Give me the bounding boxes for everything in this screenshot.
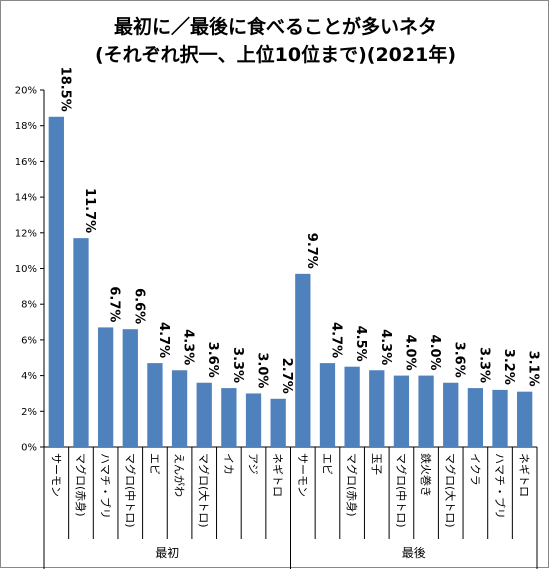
data-label: 2.7% — [279, 358, 294, 394]
category-label: イカ — [222, 453, 235, 475]
category-label: アジ — [247, 453, 260, 475]
bar — [171, 370, 188, 447]
y-tick-label: 2% — [21, 407, 37, 418]
data-label: 3.0% — [255, 352, 270, 388]
category-label: ハマチ・ブリ — [99, 453, 113, 519]
bar — [245, 393, 262, 447]
data-label: 4.3% — [378, 329, 393, 365]
bar — [295, 273, 311, 447]
group-label: 最後 — [402, 546, 426, 560]
bar — [369, 370, 385, 447]
category-label: えんがわ — [173, 453, 187, 497]
bar — [147, 363, 163, 447]
category-label: マグロ(大トロ) — [197, 453, 211, 528]
category-label: マグロ(赤身) — [345, 453, 359, 517]
y-tick-label: 18% — [15, 121, 37, 132]
data-label: 11.7% — [82, 188, 97, 233]
bar — [122, 329, 138, 447]
y-tick-label: 14% — [15, 193, 37, 204]
y-tick-label: 12% — [15, 228, 37, 239]
data-label: 9.7% — [304, 233, 319, 269]
bar — [467, 388, 484, 447]
category-label: マグロ(中トロ) — [123, 453, 137, 528]
category-label: サーモン — [49, 453, 62, 497]
bar — [48, 116, 64, 448]
y-tick-label: 8% — [21, 300, 37, 311]
category-label: マグロ(大トロ) — [444, 453, 458, 528]
data-label: 4.7% — [156, 322, 171, 358]
category-label: 玉子 — [370, 453, 383, 475]
bar — [196, 382, 212, 447]
category-label: マグロ(赤身) — [74, 453, 88, 517]
data-label: 3.6% — [205, 342, 220, 378]
y-tick-label: 4% — [21, 371, 37, 382]
category-label: ハマチ・ブリ — [493, 453, 507, 519]
y-tick-label: 6% — [21, 335, 37, 346]
group-label: 最初 — [155, 546, 179, 560]
category-label: イクラ — [468, 453, 481, 486]
category-label: エビ — [148, 453, 161, 475]
category-label: ネギトロ — [271, 453, 284, 497]
bar — [73, 238, 89, 447]
data-label: 3.1% — [526, 351, 541, 387]
bar — [97, 327, 114, 447]
y-tick-label: 20% — [15, 86, 37, 97]
chart-title: 最初に／最後に食べることが多いネタ — [113, 16, 437, 38]
category-label: ネギトロ — [518, 453, 531, 497]
data-label: 4.5% — [353, 326, 368, 362]
y-tick-label: 0% — [21, 443, 37, 454]
data-label: 4.3% — [181, 329, 196, 365]
data-label: 18.5% — [57, 67, 72, 112]
bar — [270, 398, 286, 447]
bar — [221, 388, 237, 447]
category-label: エビ — [320, 453, 333, 475]
data-label: 3.3% — [230, 347, 245, 383]
bar — [492, 389, 508, 447]
y-tick-label: 10% — [15, 264, 37, 275]
category-label: マグロ(中トロ) — [394, 453, 408, 528]
data-label: 6.6% — [131, 288, 146, 324]
data-label: 6.7% — [107, 286, 122, 322]
bar — [443, 382, 459, 447]
bar — [517, 391, 533, 447]
category-label: 鉄火巻き — [419, 453, 433, 497]
y-tick-label: 16% — [15, 157, 37, 168]
bar — [418, 375, 434, 447]
data-label: 4.0% — [427, 335, 442, 371]
data-label: 3.2% — [501, 349, 516, 385]
bar — [393, 375, 410, 447]
data-label: 3.6% — [452, 342, 467, 378]
category-label: サーモン — [296, 453, 309, 497]
data-label: 4.0% — [402, 335, 417, 371]
bar — [344, 366, 360, 447]
chart-subtitle: (それぞれ択一、上位10位まで)(2021年) — [94, 44, 457, 66]
data-label: 3.3% — [476, 347, 491, 383]
bar — [319, 363, 336, 447]
data-label: 4.7% — [328, 322, 343, 358]
